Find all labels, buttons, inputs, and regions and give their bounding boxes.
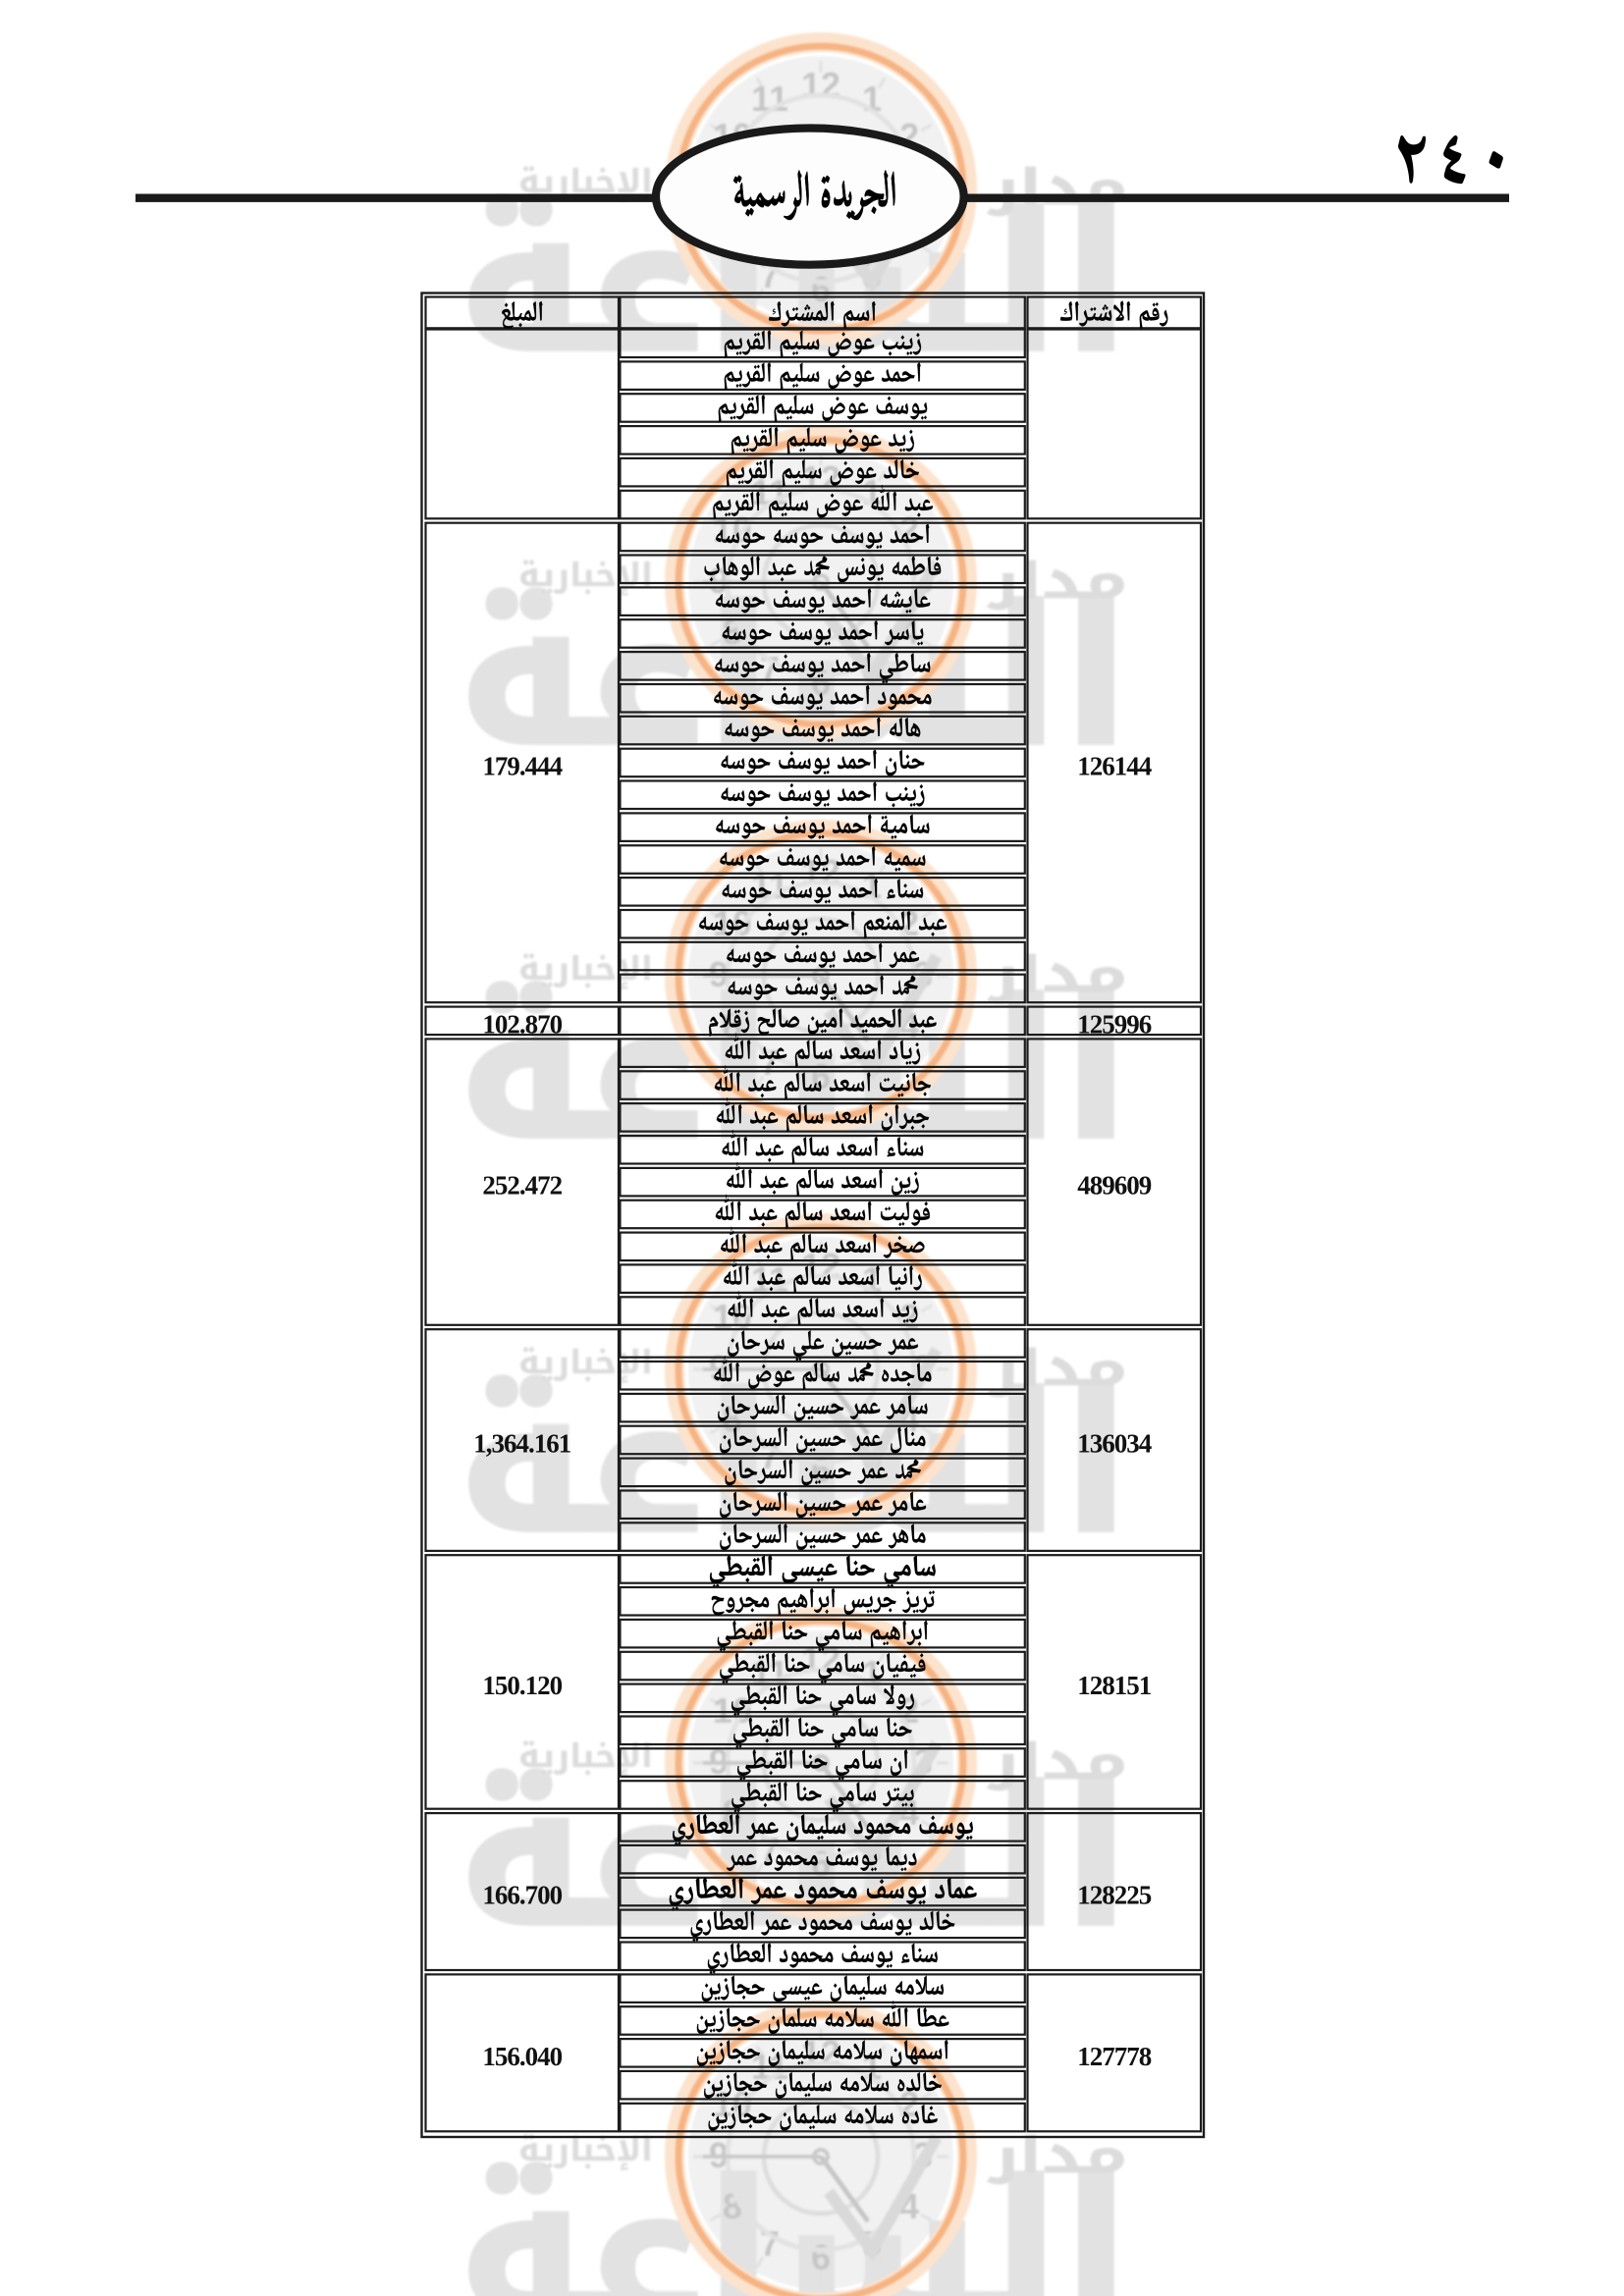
svg-text:166.700: 166.700 <box>482 1881 562 1910</box>
svg-text:126144: 126144 <box>1077 751 1152 780</box>
svg-text:128225: 128225 <box>1077 1881 1152 1910</box>
svg-text:102.870: 102.870 <box>482 1009 562 1039</box>
svg-text:489609: 489609 <box>1077 1171 1152 1201</box>
svg-text:156.040: 156.040 <box>482 2042 562 2071</box>
svg-text:179.444: 179.444 <box>482 751 562 780</box>
svg-text:252.472: 252.472 <box>482 1171 562 1201</box>
svg-text:125996: 125996 <box>1077 1009 1152 1039</box>
svg-text:128151: 128151 <box>1077 1671 1152 1700</box>
svg-text:136034: 136034 <box>1077 1429 1152 1459</box>
svg-text:150.120: 150.120 <box>482 1671 562 1700</box>
svg-text:1,364.161: 1,364.161 <box>473 1429 571 1459</box>
svg-text:127778: 127778 <box>1077 2042 1152 2071</box>
